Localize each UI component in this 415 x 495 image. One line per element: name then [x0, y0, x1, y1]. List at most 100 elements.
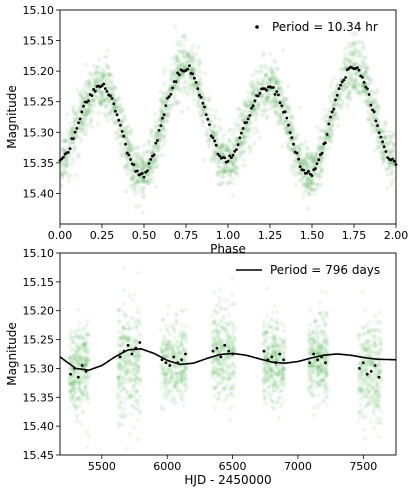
raw-point	[77, 91, 82, 96]
binned-point	[73, 130, 77, 134]
raw-point	[84, 332, 89, 337]
raw-point	[225, 164, 231, 169]
raw-point	[285, 130, 290, 135]
raw-point	[183, 53, 188, 59]
raw-point	[266, 384, 271, 389]
raw-point	[318, 136, 323, 141]
raw-point	[227, 179, 233, 184]
binned-point	[317, 158, 321, 162]
raw-point	[132, 364, 137, 369]
raw-point	[171, 70, 176, 75]
raw-point	[109, 73, 114, 79]
raw-point	[227, 140, 233, 145]
raw-point	[234, 170, 239, 176]
raw-point	[297, 143, 302, 148]
raw-point	[126, 146, 131, 152]
raw-point	[159, 106, 164, 111]
raw-point	[126, 123, 131, 129]
raw-point	[110, 86, 116, 92]
raw-point	[210, 130, 215, 136]
raw-point	[171, 74, 176, 80]
raw-point	[390, 171, 395, 176]
raw-point	[166, 106, 171, 112]
raw-point	[72, 391, 77, 396]
raw-point	[385, 161, 391, 166]
raw-point	[331, 117, 336, 122]
raw-point	[85, 93, 90, 98]
raw-point	[259, 113, 265, 118]
raw-point	[152, 157, 157, 162]
raw-point	[93, 76, 98, 82]
raw-point	[174, 58, 179, 63]
raw-point	[260, 99, 265, 104]
raw-point	[314, 327, 319, 332]
raw-point	[62, 138, 68, 143]
raw-point	[103, 69, 108, 75]
raw-point	[67, 381, 72, 387]
raw-point	[159, 112, 164, 117]
raw-point	[80, 127, 86, 132]
raw-point	[352, 82, 357, 87]
raw-point	[72, 396, 77, 401]
x-tick-label: 2.00	[384, 229, 409, 242]
raw-point	[227, 148, 232, 153]
raw-point	[179, 396, 184, 401]
plot-frame	[59, 252, 397, 456]
raw-point	[273, 109, 278, 115]
raw-point	[376, 137, 381, 143]
raw-point	[234, 165, 239, 170]
raw-point	[67, 332, 72, 337]
raw-point	[278, 90, 283, 95]
raw-point	[319, 160, 324, 165]
raw-point	[294, 159, 299, 164]
raw-point	[202, 97, 207, 102]
raw-point	[286, 105, 292, 111]
raw-point	[87, 104, 92, 109]
raw-point	[260, 96, 265, 101]
raw-point	[311, 405, 316, 410]
raw-point	[391, 161, 396, 167]
raw-point	[324, 134, 330, 140]
raw-point	[293, 163, 299, 168]
raw-point	[157, 133, 162, 138]
raw-point	[316, 382, 321, 388]
raw-point	[346, 81, 352, 86]
raw-point	[160, 152, 166, 158]
raw-point	[101, 95, 106, 100]
raw-point	[253, 114, 258, 119]
raw-point	[67, 131, 72, 136]
raw-point	[139, 179, 144, 184]
binned-point	[230, 156, 233, 160]
raw-point	[81, 97, 86, 102]
raw-point	[341, 82, 346, 88]
raw-point	[246, 98, 251, 104]
raw-point	[101, 111, 107, 116]
raw-point	[288, 140, 293, 145]
raw-point	[267, 343, 272, 349]
raw-point	[323, 147, 328, 152]
raw-point	[251, 91, 256, 97]
raw-point	[156, 147, 161, 152]
raw-point	[268, 76, 273, 82]
raw-point	[71, 147, 76, 152]
raw-point	[327, 94, 332, 100]
raw-point	[73, 111, 79, 117]
binned-point	[292, 142, 295, 146]
raw-point	[388, 134, 394, 139]
raw-point	[113, 98, 119, 104]
raw-point	[264, 98, 269, 104]
raw-point	[261, 50, 266, 56]
raw-point	[319, 145, 324, 150]
raw-point	[308, 370, 313, 375]
raw-point	[213, 133, 218, 139]
raw-point	[69, 129, 74, 134]
raw-point	[271, 75, 277, 80]
raw-point	[282, 101, 287, 106]
raw-point	[79, 372, 84, 377]
raw-point	[141, 165, 146, 170]
binned-point	[386, 156, 389, 160]
raw-point	[227, 406, 232, 411]
raw-point	[206, 126, 211, 131]
binned-point	[314, 167, 317, 171]
raw-point	[302, 163, 307, 168]
